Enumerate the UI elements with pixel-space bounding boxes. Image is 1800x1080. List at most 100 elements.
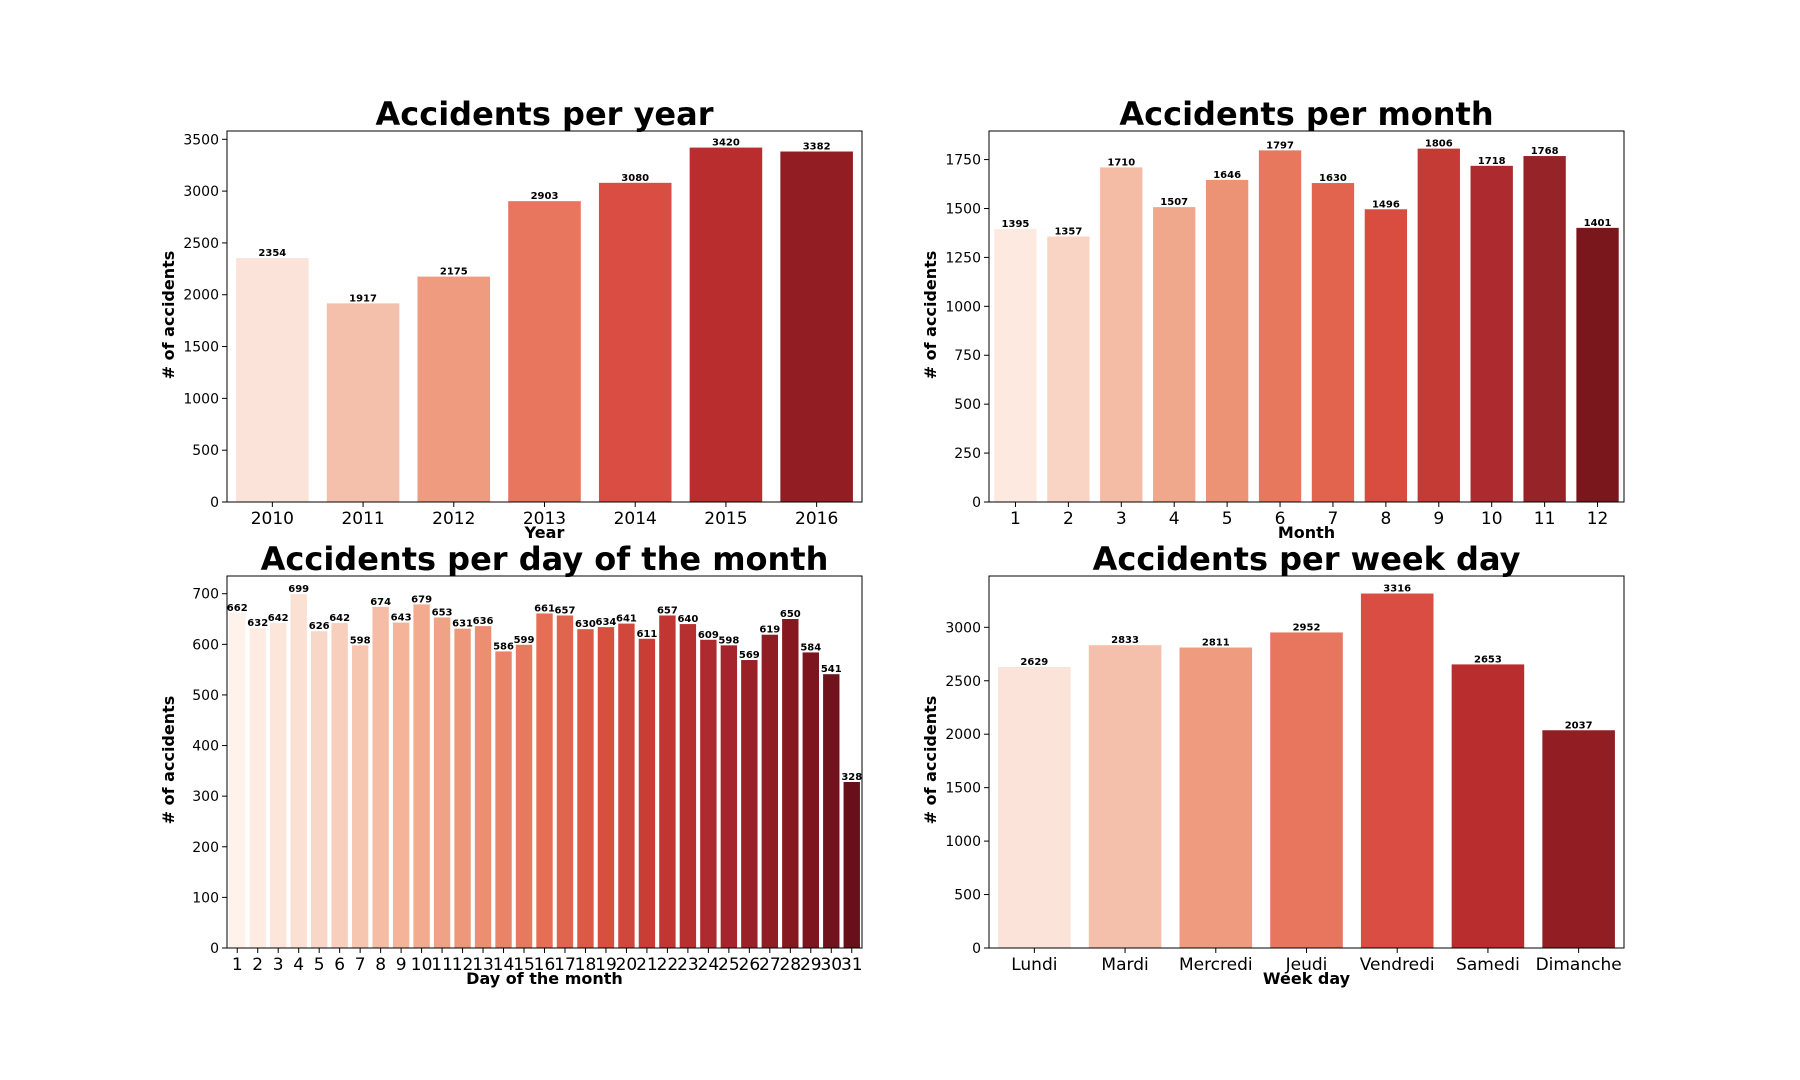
x-tick-label-Samedi: Samedi [1456, 955, 1520, 975]
bar-4 [1153, 207, 1196, 502]
data-label-Jeudi: 2952 [1293, 622, 1321, 633]
data-label-1: 662 [227, 603, 248, 614]
data-label-11: 1768 [1531, 146, 1559, 157]
x-tick-label-3: 3 [273, 955, 284, 975]
y-tick-label: 1500 [945, 201, 981, 217]
x-tick-label-2013: 2013 [523, 509, 566, 529]
x-axis-label: Year [524, 523, 565, 542]
y-tick-label: 3000 [945, 620, 981, 636]
data-label-5: 626 [309, 621, 330, 632]
data-label-7: 598 [350, 635, 371, 646]
data-label-29: 584 [800, 642, 821, 653]
y-axis-label: # of accidents [921, 696, 940, 825]
y-tick-label: 1750 [945, 153, 981, 169]
data-label-22: 657 [657, 605, 678, 616]
x-tick-label-9: 9 [1433, 509, 1444, 529]
data-label-Samedi: 2653 [1474, 654, 1502, 665]
x-tick-label-11: 11 [1534, 509, 1556, 529]
y-tick-label: 2500 [945, 674, 981, 690]
y-axis-label: # of accidents [921, 251, 940, 380]
x-tick-label-6: 6 [1275, 509, 1286, 529]
data-label-7: 1630 [1319, 173, 1347, 184]
bar-21 [638, 638, 656, 948]
x-tick-label-12: 12 [452, 955, 474, 975]
x-tick-label-Jeudi: Jeudi [1285, 955, 1328, 975]
axes-frame [226, 130, 863, 503]
y-tick-label: 400 [192, 739, 219, 755]
data-label-27: 619 [759, 625, 780, 636]
data-label-15: 599 [514, 635, 535, 646]
data-label-2016: 3382 [803, 142, 831, 153]
bar-10 [1470, 165, 1513, 502]
y-tick-label: 1500 [945, 781, 981, 797]
y-tick-label: 2000 [945, 727, 981, 743]
bar-19 [597, 627, 615, 948]
bar-2012 [417, 276, 491, 502]
bar-26 [741, 660, 758, 948]
data-label-31: 328 [841, 772, 862, 783]
data-label-2013: 2903 [531, 191, 559, 202]
x-tick-label-4: 4 [1169, 509, 1180, 529]
x-tick-label-7: 7 [1328, 509, 1339, 529]
bar-25 [720, 645, 738, 948]
y-tick-label: 0 [210, 495, 219, 511]
bar-18 [577, 629, 594, 948]
data-label-14: 586 [493, 641, 514, 652]
bar-Vendredi [1360, 593, 1434, 948]
y-tick-label: 200 [192, 840, 219, 856]
x-tick-label-2016: 2016 [795, 509, 838, 529]
x-tick-label-31: 31 [841, 955, 863, 975]
bar-16 [536, 613, 553, 948]
data-label-2: 632 [247, 618, 268, 629]
x-tick-label-14: 14 [493, 955, 515, 975]
bar-2015 [689, 147, 763, 503]
bar-17 [556, 615, 574, 948]
bar-2 [1047, 236, 1090, 503]
x-tick-label-9: 9 [396, 955, 407, 975]
data-label-9: 643 [391, 613, 412, 624]
y-tick-label: 300 [192, 789, 219, 805]
x-tick-label-2: 2 [1063, 509, 1074, 529]
x-tick-label-1: 1 [232, 955, 243, 975]
x-tick-label-21: 21 [636, 955, 658, 975]
bar-Jeudi [1270, 632, 1343, 948]
x-tick-label-2015: 2015 [704, 509, 747, 529]
y-tick-label: 500 [192, 688, 219, 704]
bar-22 [659, 615, 676, 948]
bar-1 [994, 229, 1037, 502]
bar-7 [1311, 183, 1355, 503]
bar-10 [413, 604, 430, 948]
bar-Dimanche [1542, 730, 1615, 948]
x-tick-label-8: 8 [1380, 509, 1391, 529]
x-tick-label-17: 17 [554, 955, 576, 975]
bar-7 [351, 645, 369, 948]
data-label-16: 661 [534, 603, 555, 614]
data-label-9: 1806 [1425, 139, 1453, 150]
data-label-25: 598 [718, 635, 739, 646]
x-tick-label-Vendredi: Vendredi [1360, 955, 1435, 975]
x-tick-label-6: 6 [334, 955, 345, 975]
bar-9 [1417, 148, 1460, 502]
data-label-6: 642 [329, 613, 350, 624]
bar-29 [802, 652, 819, 948]
x-tick-label-7: 7 [355, 955, 366, 975]
bar-12 [1576, 227, 1619, 502]
y-axis-label: # of accidents [159, 696, 178, 825]
x-tick-label-20: 20 [616, 955, 638, 975]
bar-5 [1205, 179, 1249, 503]
chart-title: Accidents per week day [1093, 540, 1521, 578]
x-tick-label-Lundi: Lundi [1011, 955, 1057, 975]
chart-month: Accidents per month 1395 1 1357 2 1710 3 1507 4 1… [921, 95, 1625, 542]
data-label-10: 679 [411, 594, 432, 605]
data-label-8: 674 [370, 597, 391, 608]
bar-1 [229, 612, 246, 948]
y-tick-label: 1500 [183, 340, 219, 356]
x-tick-label-19: 19 [595, 955, 617, 975]
chart-year: Accidents per year 2354 2010 1917 2011 2175 20… [159, 95, 863, 542]
x-tick-label-Mardi: Mardi [1101, 955, 1148, 975]
data-label-Lundi: 2629 [1020, 657, 1048, 668]
x-tick-label-28: 28 [779, 955, 801, 975]
data-label-12: 631 [452, 619, 473, 630]
data-label-2011: 1917 [349, 293, 377, 304]
data-label-2012: 2175 [440, 267, 468, 278]
